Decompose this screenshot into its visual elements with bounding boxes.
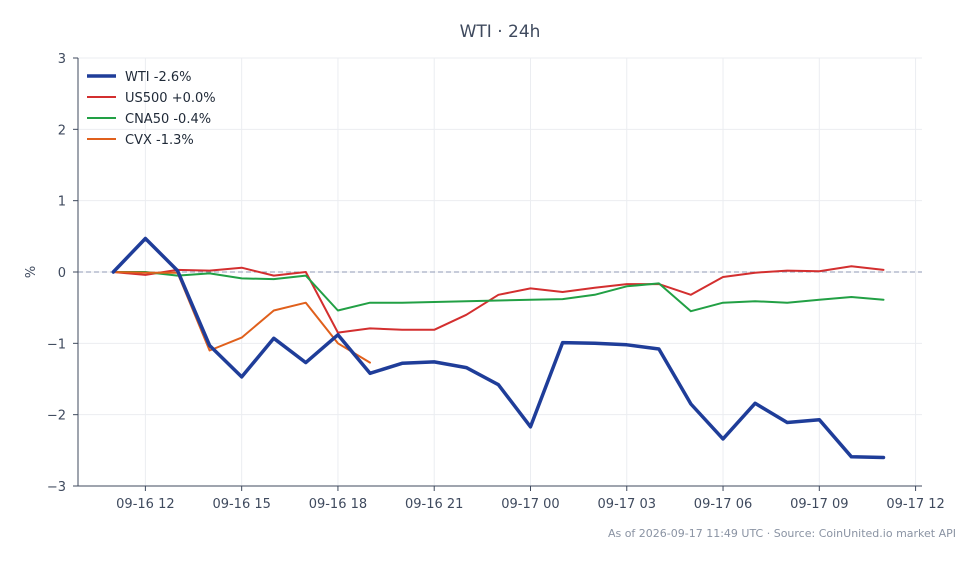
x-tick-label: 09-17 00 [501,497,559,512]
x-tick-label: 09-17 09 [790,497,848,512]
y-tick-label: 3 [58,52,66,67]
series-lines [111,236,886,460]
legend: WTI -2.6% US500 +0.0% CNA50 -0.4% CVX -1.3% [87,70,216,148]
y-tick-label: −2 [47,409,66,424]
y-tick-label: −1 [47,337,66,352]
y-axis-ticks: −3 −2 −1 0 1 2 3 [47,52,78,495]
x-axis-ticks: 09-16 12 09-16 15 09-16 18 09-16 21 09-17 00… [116,486,945,512]
x-tick-label: 09-16 15 [212,497,270,512]
source-footnote: As of 2026-09-17 11:49 UTC · Source: Coi… [608,527,956,540]
x-tick-label: 09-17 03 [598,497,656,512]
legend-label-cvx: CVX -1.3% [125,133,194,148]
x-tick-label: 09-16 12 [116,497,174,512]
legend-label-cna50: CNA50 -0.4% [125,112,211,127]
chart-title: WTI · 24h [460,22,541,42]
legend-label-us500: US500 +0.0% [125,91,216,106]
x-tick-label: 09-17 12 [886,497,944,512]
x-tick-label: 09-16 21 [405,497,463,512]
y-tick-label: 2 [58,123,66,138]
series-line-cvx [112,271,371,364]
series-line-wti [111,236,886,460]
y-axis-label: % [24,266,39,278]
x-tick-label: 09-16 18 [309,497,367,512]
legend-label-wti: WTI -2.6% [125,70,191,85]
y-tick-label: 0 [58,266,66,281]
y-tick-label: −3 [47,480,66,495]
y-tick-label: 1 [58,195,66,210]
series-line-cna50 [112,271,885,313]
x-tick-label: 09-17 06 [694,497,752,512]
series-line-us500 [112,265,885,334]
